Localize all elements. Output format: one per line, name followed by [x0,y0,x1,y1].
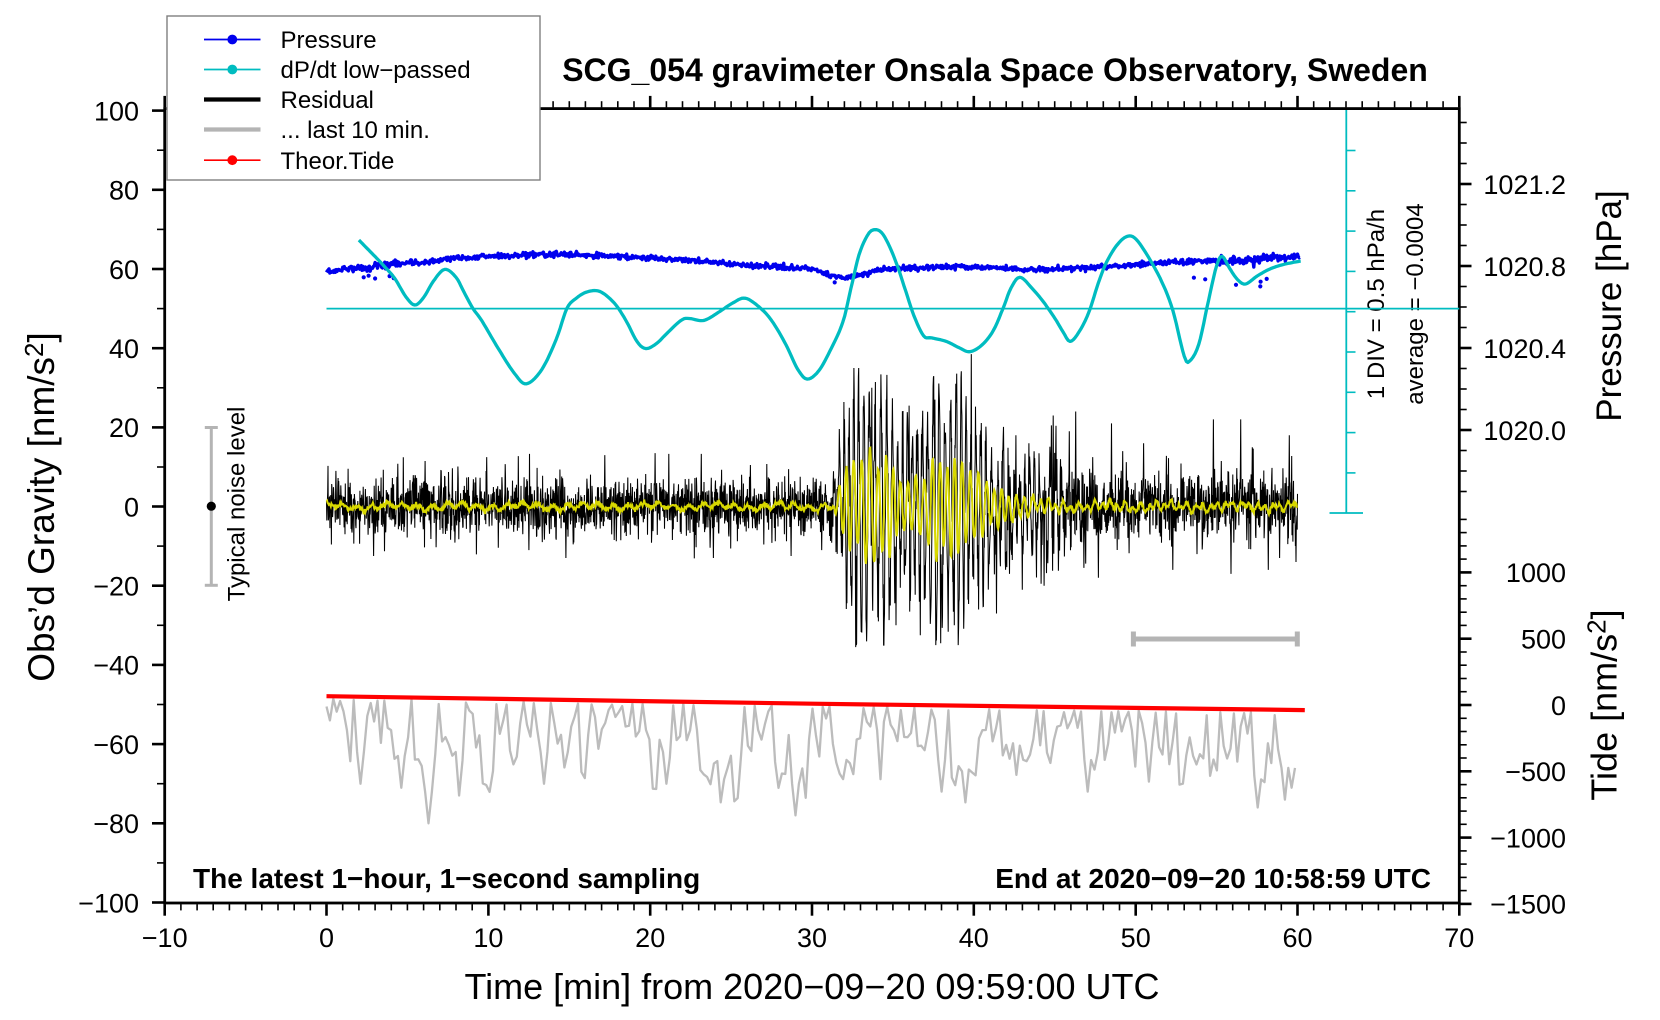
svg-text:−1500: −1500 [1490,890,1566,920]
svg-text:10: 10 [473,923,503,953]
svg-text:100: 100 [94,96,139,126]
svg-text:1020.0: 1020.0 [1483,416,1566,446]
svg-text:500: 500 [1521,625,1566,655]
svg-text:−20: −20 [93,572,139,602]
svg-text:Theor.Tide: Theor.Tide [281,148,395,175]
svg-text:−60: −60 [93,730,139,760]
svg-text:60: 60 [109,255,139,285]
svg-text:−80: −80 [93,809,139,839]
svg-text:−500: −500 [1505,757,1566,787]
svg-text:0: 0 [1551,691,1566,721]
svg-text:20: 20 [109,413,139,443]
svg-text:1000: 1000 [1506,558,1566,588]
svg-text:−100: −100 [78,888,139,918]
svg-text:30: 30 [797,923,827,953]
svg-text:−10: −10 [142,923,188,953]
svg-text:Pressure [hPa]: Pressure [hPa] [1590,190,1629,422]
svg-text:Tide [nm/s2]: Tide [nm/s2] [1582,609,1625,800]
svg-text:40: 40 [959,923,989,953]
svg-text:... last 10 min.: ... last 10 min. [281,117,430,144]
svg-text:80: 80 [109,176,139,206]
svg-text:The latest 1−hour, 1−second sa: The latest 1−hour, 1−second sampling [193,863,700,894]
svg-text:−40: −40 [93,651,139,681]
svg-text:−1000: −1000 [1490,823,1566,853]
svg-text:60: 60 [1282,923,1312,953]
svg-text:0: 0 [124,492,139,522]
svg-text:1020.4: 1020.4 [1483,334,1566,364]
svg-text:20: 20 [635,923,665,953]
svg-text:average = −0.0004: average = −0.0004 [1402,203,1429,405]
svg-text:70: 70 [1444,923,1474,953]
svg-text:dP/dt low−passed: dP/dt low−passed [281,57,471,84]
svg-text:Residual: Residual [281,87,374,114]
svg-text:Typical noise level: Typical noise level [224,407,251,602]
svg-text:1 DIV = 0.5 hPa/h: 1 DIV = 0.5 hPa/h [1363,209,1390,399]
svg-text:Pressure: Pressure [281,27,377,54]
svg-text:1020.8: 1020.8 [1483,252,1566,282]
svg-text:Time [min] from 2020−09−20 09:: Time [min] from 2020−09−20 09:59:00 UTC [464,966,1159,1007]
svg-text:1021.2: 1021.2 [1483,170,1566,200]
svg-text:40: 40 [109,334,139,364]
svg-text:SCG_054 gravimeter Onsala Spac: SCG_054 gravimeter Onsala Space Observat… [562,52,1428,88]
svg-text:50: 50 [1121,923,1151,953]
svg-text:Obs’d Gravity [nm/s2]: Obs’d Gravity [nm/s2] [19,332,62,682]
svg-text:End at 2020−09−20 10:58:59 UTC: End at 2020−09−20 10:58:59 UTC [995,863,1431,894]
svg-text:0: 0 [319,923,334,953]
